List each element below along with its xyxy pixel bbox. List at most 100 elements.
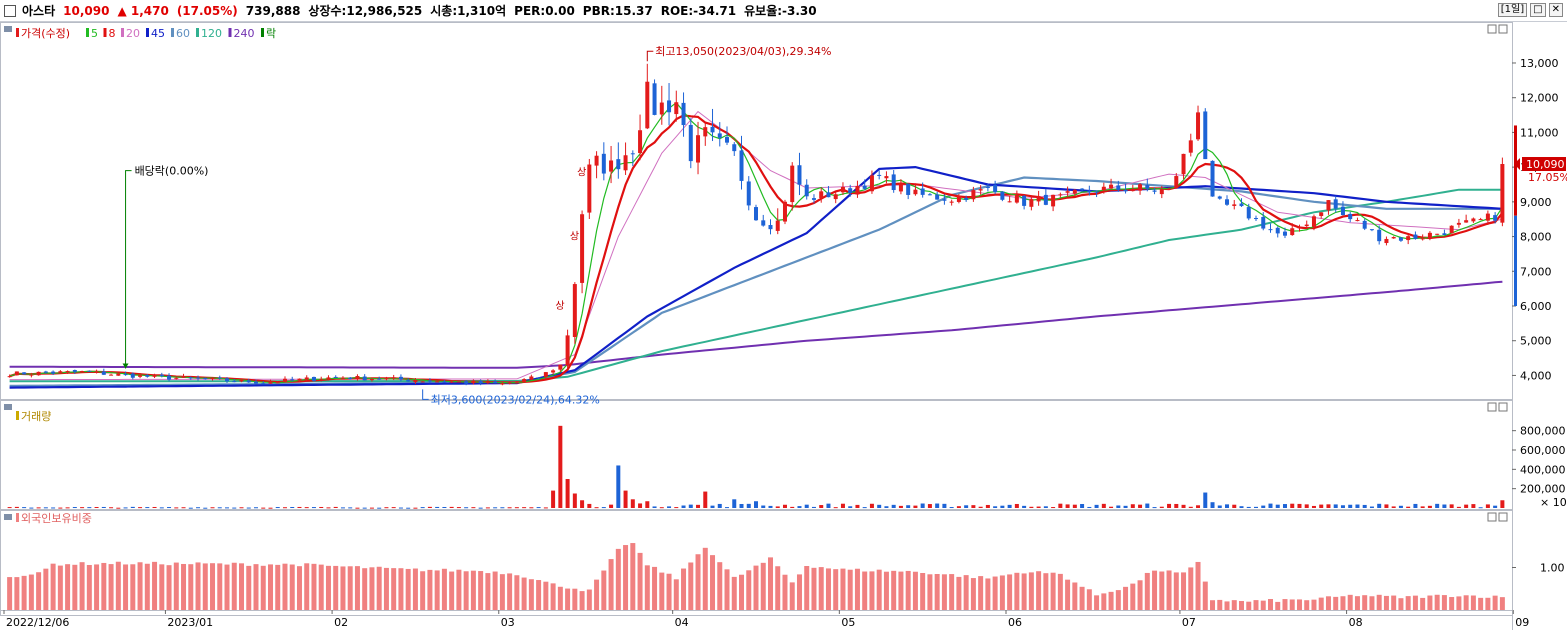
foreign-bar xyxy=(296,566,302,610)
candle-body xyxy=(1261,216,1266,229)
pane-minimize-icon xyxy=(1487,512,1497,522)
foreign-bar xyxy=(1043,573,1049,610)
volume-bar xyxy=(1174,503,1179,508)
volume-bar xyxy=(478,507,483,509)
volume-bar xyxy=(862,507,867,509)
legend-swatch xyxy=(146,28,149,37)
candle-body xyxy=(65,371,70,373)
foreign-bar xyxy=(804,566,810,610)
volume-bar xyxy=(659,507,664,509)
foreign-bar xyxy=(1123,586,1129,610)
volume-bar xyxy=(1065,504,1070,508)
volume-bar xyxy=(1138,504,1143,508)
volume-bar xyxy=(101,506,106,508)
select-checkbox[interactable] xyxy=(4,4,16,17)
volume-bar xyxy=(326,507,331,509)
volume-bar xyxy=(536,507,541,509)
last-price-label: 10,090 xyxy=(1526,158,1565,171)
volume-bar xyxy=(1029,506,1034,508)
candle-body xyxy=(1101,186,1106,191)
foreign-bar xyxy=(869,571,875,610)
foreign-bar xyxy=(1253,600,1259,610)
volume-bar xyxy=(1043,506,1048,508)
foreign-bar xyxy=(224,564,230,610)
market-cap: 시총:1,310억 xyxy=(430,4,507,18)
volume-bar xyxy=(239,507,244,509)
candle-body xyxy=(920,188,925,195)
legend-label-7: 240 xyxy=(234,27,255,40)
volume-bar xyxy=(362,507,367,509)
foreign-bar xyxy=(796,574,802,610)
close-icon[interactable]: ✕ xyxy=(1548,3,1563,17)
x-tick-label: 04 xyxy=(675,616,689,629)
candle-body xyxy=(1181,153,1186,175)
volume-bar xyxy=(58,507,63,509)
candle-body xyxy=(1254,218,1258,220)
foreign-bar xyxy=(963,575,969,610)
foreign-bar xyxy=(1173,572,1179,610)
volume-bar xyxy=(391,507,396,509)
volume-title: 거래량 xyxy=(21,410,51,423)
candle-body xyxy=(826,192,831,198)
legend-swatch xyxy=(103,28,107,37)
volume-bar xyxy=(688,504,693,508)
foreign-bar xyxy=(333,565,339,610)
volume-bar xyxy=(782,504,787,508)
volume-bar xyxy=(1116,505,1121,508)
legend-label-0: 가격(수정) xyxy=(21,27,70,40)
candle-body xyxy=(1239,203,1244,207)
foreign-bar xyxy=(101,562,107,610)
volume-bar xyxy=(1348,504,1353,508)
volume-bar xyxy=(203,507,208,509)
chart-canvas[interactable]: 13,00012,00011,00010,0009,0008,0007,0006… xyxy=(0,22,1567,630)
candle-body xyxy=(840,186,845,193)
volume-bar xyxy=(761,505,766,508)
foreign-bar xyxy=(1434,594,1440,610)
legend-label-5: 60 xyxy=(176,27,190,40)
candle-body xyxy=(355,376,360,379)
stock-name[interactable]: 아스타 xyxy=(22,4,56,18)
foreign-bar xyxy=(912,571,918,610)
x-tick-label: 07 xyxy=(1182,616,1196,629)
legend-label-4: 45 xyxy=(151,27,165,40)
candle-body xyxy=(1311,216,1316,227)
foreign-bar xyxy=(1470,595,1476,610)
candle-body xyxy=(638,130,643,154)
foreign-bar xyxy=(1296,599,1302,610)
limit-up-label: 상 xyxy=(570,231,579,243)
foreign-bar xyxy=(376,566,382,610)
volume-bar xyxy=(217,507,222,509)
volume-bar xyxy=(877,504,882,508)
candle-body xyxy=(1377,229,1382,242)
volume-bar xyxy=(1109,506,1114,508)
candle-body xyxy=(1036,196,1041,202)
foreign-bar xyxy=(1492,595,1498,610)
candle-body xyxy=(833,194,838,200)
candle-body xyxy=(471,380,476,384)
foreign-bar xyxy=(28,574,34,610)
foreign-bar xyxy=(463,571,469,610)
price-change: ▲ 1,470 xyxy=(117,3,169,18)
candle-body xyxy=(174,378,179,380)
volume-bar xyxy=(804,504,809,508)
candle-body xyxy=(956,195,961,202)
foreign-bar xyxy=(927,574,933,610)
foreign-bar xyxy=(521,577,527,610)
foreign-bar xyxy=(260,565,266,610)
period-selector[interactable]: [1일] xyxy=(1497,3,1528,17)
foreign-bar xyxy=(710,555,716,610)
y-tick-label: 8,000 xyxy=(1520,231,1552,244)
volume-bar xyxy=(1130,504,1135,508)
candle-body xyxy=(94,371,99,373)
candle-body xyxy=(1087,190,1092,193)
volume-bar xyxy=(1449,504,1454,508)
legend-label-3: 20 xyxy=(126,27,140,40)
candle-body xyxy=(152,375,157,377)
maximize-icon[interactable]: □ xyxy=(1530,3,1546,17)
foreign-bar xyxy=(746,570,752,610)
candle-body xyxy=(1326,200,1331,211)
candle-body xyxy=(623,155,628,171)
candle-body xyxy=(188,377,193,379)
volume-bar xyxy=(1087,506,1092,508)
legend-swatch xyxy=(16,28,19,37)
